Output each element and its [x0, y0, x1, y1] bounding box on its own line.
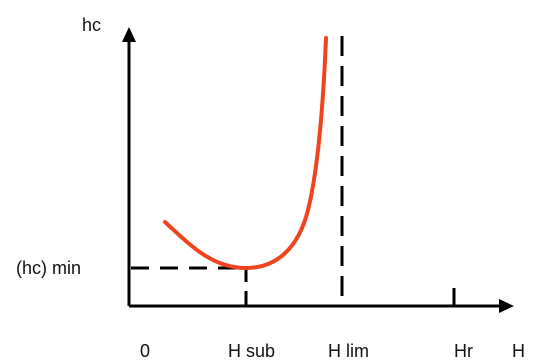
hc-min-label: (hc) min [16, 258, 81, 278]
x-axis-arrowhead [499, 299, 514, 313]
hc-curve [163, 36, 328, 271]
y-axis-arrowhead [122, 27, 136, 42]
x-axis-label: H [512, 341, 525, 361]
y-axis-label: hc [82, 15, 101, 35]
origin-label: 0 [140, 341, 150, 361]
h-sub-label: H sub [228, 341, 275, 361]
h-r-label: Hr [454, 341, 473, 361]
h-lim-label: H lim [328, 341, 369, 361]
